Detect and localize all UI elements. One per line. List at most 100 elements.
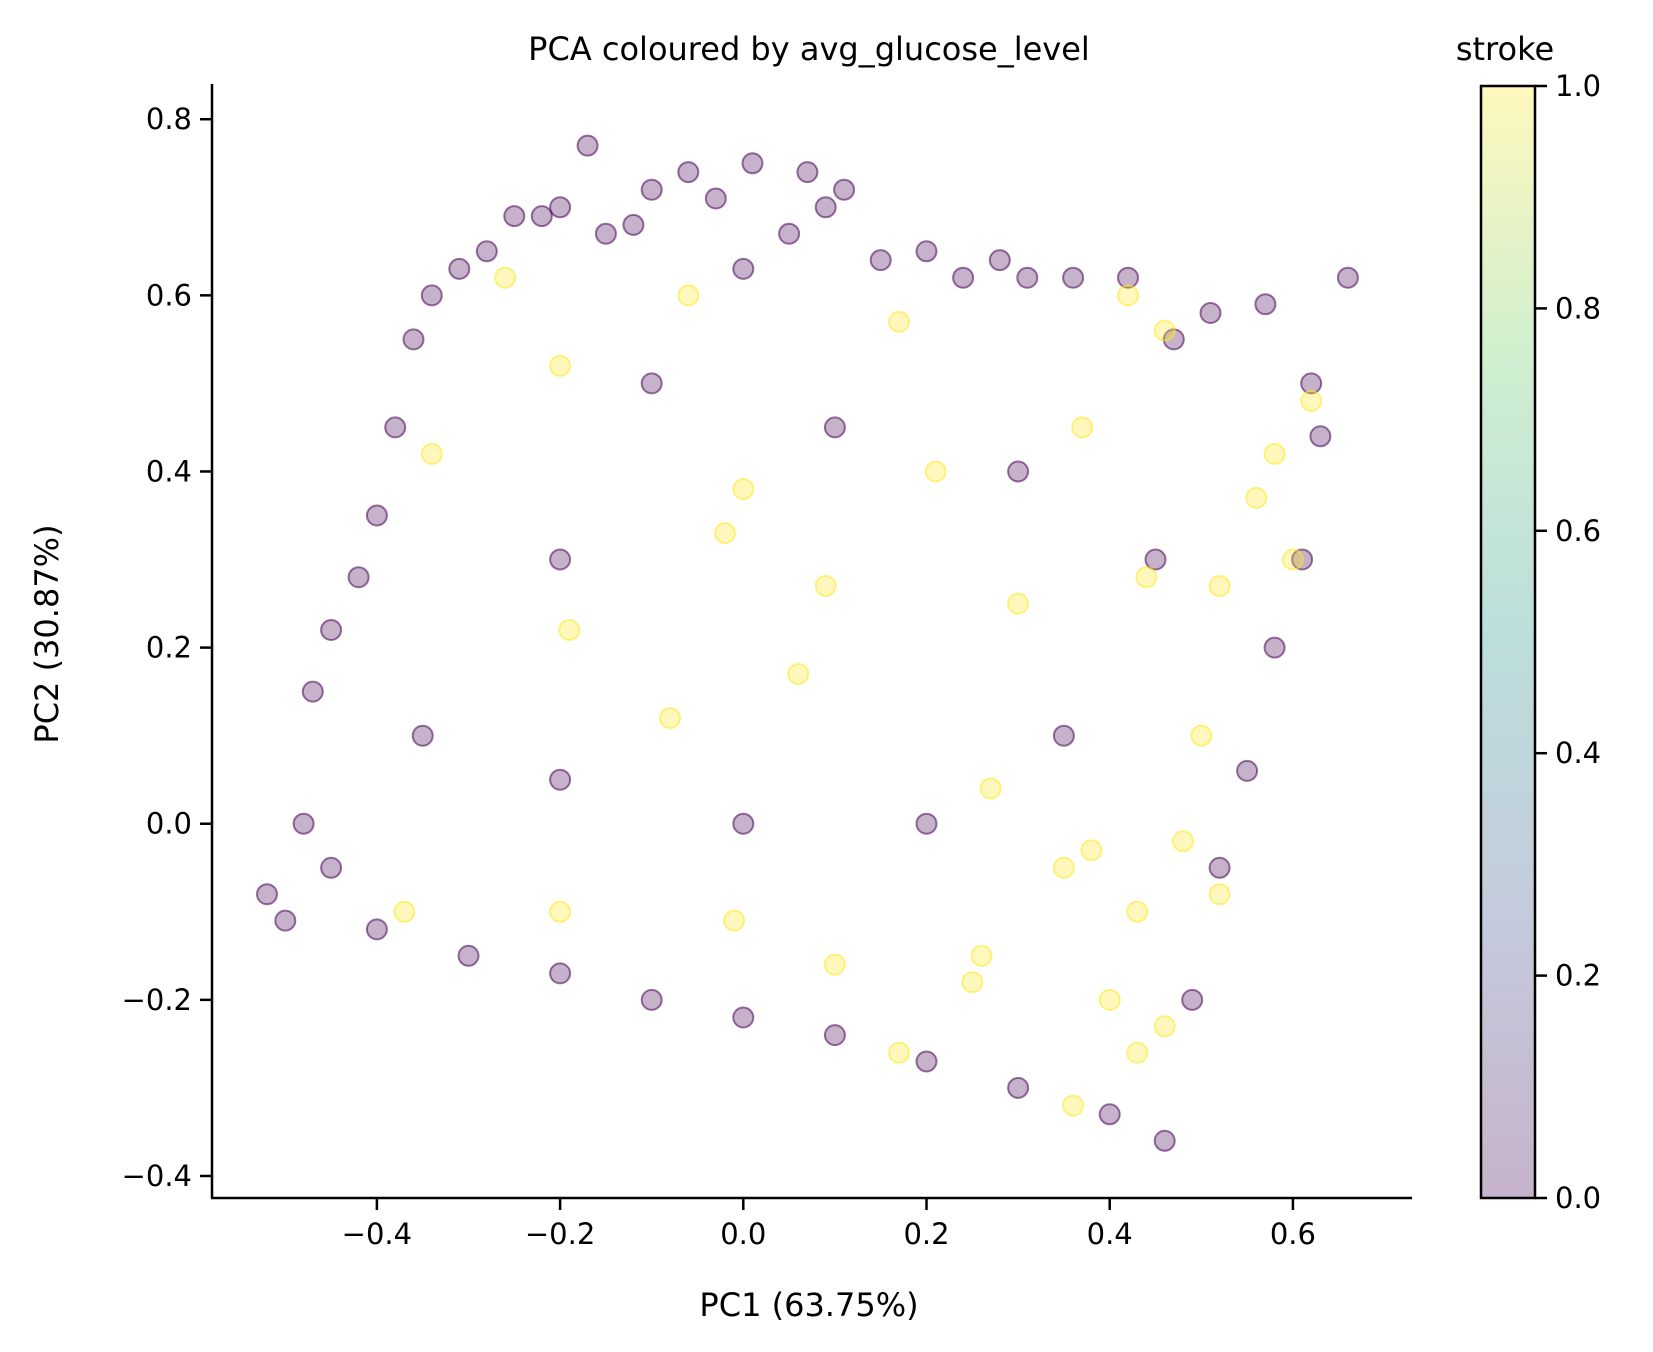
- scatter-point: [365, 918, 388, 941]
- colorbar-tick-label: 0.2: [1555, 959, 1601, 993]
- scatter-point: [1016, 266, 1039, 289]
- scatter-point: [1144, 548, 1167, 571]
- y-tick-label: 0.0: [146, 807, 192, 841]
- scatter-point: [952, 266, 975, 289]
- scatter-point: [714, 522, 736, 545]
- scatter-point: [1007, 1076, 1030, 1099]
- scatter-point: [1062, 1094, 1085, 1117]
- scatter-point: [347, 566, 370, 589]
- colorbar-tick-label: 0.0: [1555, 1181, 1601, 1215]
- scatter-point: [1098, 988, 1121, 1011]
- scatter-point: [1007, 460, 1030, 483]
- scatter-point: [924, 460, 947, 483]
- scatter-point: [576, 134, 599, 157]
- colorbar-tick-label: 0.4: [1555, 736, 1601, 770]
- y-tick-label: 0.4: [146, 454, 192, 488]
- scatter-point: [411, 724, 434, 747]
- scatter-point: [549, 196, 572, 219]
- scatter-point: [1300, 372, 1323, 395]
- scatter-point: [741, 152, 764, 175]
- scatter-point: [1052, 856, 1075, 879]
- scatter-point: [558, 619, 581, 641]
- scatter-point: [1254, 293, 1277, 316]
- scatter-point: [1181, 988, 1204, 1011]
- scatter-point: [1117, 284, 1139, 307]
- scatter-point: [622, 213, 645, 236]
- scatter-point: [814, 575, 837, 597]
- scatter-point: [915, 240, 938, 263]
- scatter-point: [420, 284, 443, 307]
- x-tick-label: −0.2: [525, 1217, 595, 1251]
- scatter-point: [915, 1050, 938, 1073]
- scatter-point: [494, 266, 517, 289]
- y-axis-ticks: −0.4 −0.2 0.0 0.2 0.4 0.6 0.8: [122, 102, 212, 1193]
- scatter-point: [888, 310, 910, 333]
- scatter-point: [823, 953, 846, 976]
- scatter-point: [1052, 724, 1075, 747]
- colorbar-tick-label: 0.6: [1555, 514, 1601, 548]
- scatter-point: [979, 777, 1002, 800]
- scatter-point: [869, 249, 892, 272]
- scatter-point: [1153, 1129, 1176, 1152]
- scatter-point: [814, 196, 837, 219]
- scatter-point: [1117, 266, 1139, 289]
- scatter-point: [796, 161, 819, 184]
- colorbar-frame: [1479, 84, 1537, 1200]
- scatter-point: [549, 900, 572, 923]
- scatter-point: [549, 768, 572, 791]
- scatter-point: [988, 249, 1011, 272]
- scatter-point: [1208, 856, 1231, 879]
- scatter-point: [1153, 1015, 1176, 1038]
- scatter-point: [640, 988, 663, 1011]
- x-tick-label: 0.0: [720, 1217, 766, 1251]
- scatter-point: [640, 372, 663, 395]
- scatter-point: [640, 178, 663, 201]
- scatter-point: [384, 416, 407, 439]
- scatter-point: [961, 971, 984, 994]
- y-tick-label: 0.6: [146, 278, 192, 312]
- scatter-point: [1126, 900, 1149, 923]
- scatter-point: [1190, 724, 1213, 747]
- scatter-point: [320, 856, 343, 879]
- scatter-point: [732, 257, 755, 280]
- y-tick-label: 0.2: [146, 631, 192, 665]
- scatter-point: [1263, 442, 1286, 465]
- scatter-point: [1263, 636, 1286, 659]
- scatter-point: [549, 354, 572, 377]
- scatter-point: [1098, 1103, 1121, 1126]
- colorbar-label: stroke: [1456, 30, 1554, 68]
- scatter-point: [1153, 319, 1176, 342]
- colorbar-tick-label: 0.8: [1555, 291, 1601, 325]
- scatter-point: [677, 161, 700, 184]
- scatter-point: [1236, 759, 1259, 782]
- scatter-point: [1309, 425, 1332, 448]
- scatter-point: [723, 909, 746, 932]
- scatter-point: [475, 240, 498, 263]
- colorbar: stroke 0.0 0.2 0.4 0.6 0.8 1.0: [1456, 30, 1601, 1215]
- scatter-point: [732, 812, 755, 835]
- scatter-point: [677, 284, 700, 307]
- scatter-point: [1208, 883, 1231, 906]
- scatter-point: [402, 328, 425, 351]
- scatter-point: [823, 1024, 846, 1047]
- scatter-point: [457, 944, 480, 967]
- colorbar-ticks: 0.0 0.2 0.4 0.6 0.8 1.0: [1535, 69, 1601, 1215]
- x-axis-ticks: −0.4 −0.2 0.0 0.2 0.4 0.6: [342, 1198, 1316, 1251]
- scatter-point: [1062, 266, 1085, 289]
- x-axis-title: PC1 (63.75%): [699, 1286, 918, 1324]
- scatter-point: [732, 1006, 755, 1029]
- scatter-point: [1199, 302, 1222, 324]
- scatter-point: [320, 619, 343, 641]
- scatter-point: [274, 909, 297, 932]
- scatter-point: [823, 416, 846, 439]
- scatter-point: [778, 222, 801, 245]
- scatter-point: [787, 663, 810, 685]
- scatter-point: [732, 478, 755, 501]
- x-tick-label: 0.6: [1270, 1217, 1316, 1251]
- colorbar-gradient: [1481, 86, 1535, 1198]
- scatter-point: [549, 962, 572, 985]
- scatter-point: [393, 900, 416, 923]
- scatter-point: [1245, 486, 1268, 509]
- scatter-point: [530, 205, 553, 228]
